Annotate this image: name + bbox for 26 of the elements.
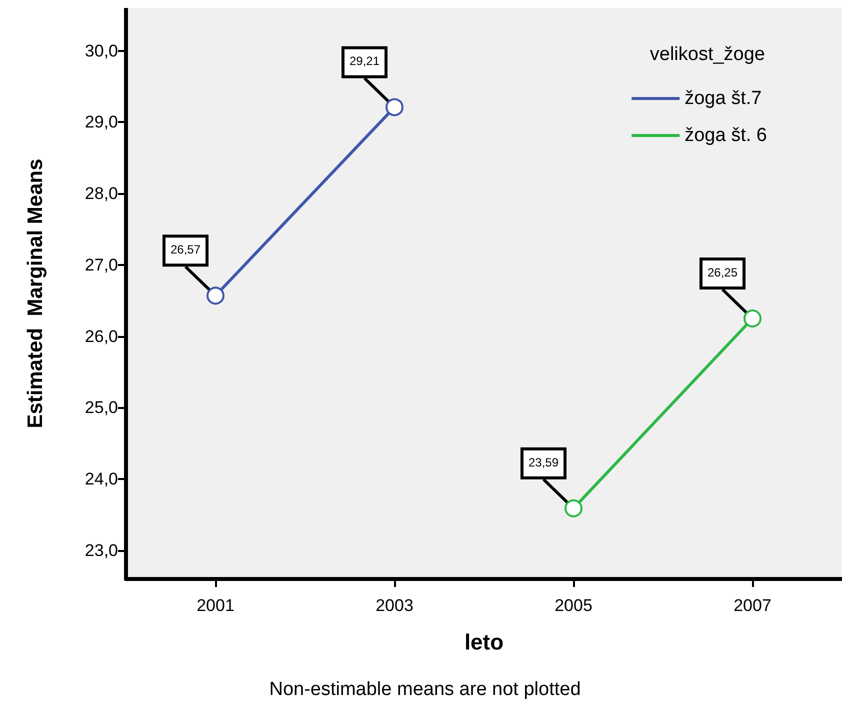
data-label: 23,59	[528, 455, 559, 470]
point	[206, 286, 224, 305]
y-tick-label: 26,0	[84, 326, 118, 346]
x-tick-label: 2001	[196, 596, 234, 615]
data-label: 26,57	[170, 242, 201, 257]
x-tick-label: 2007	[734, 596, 772, 615]
x-tick-label: 2005	[554, 596, 592, 615]
y-tick-label: 28,0	[84, 184, 118, 204]
data-label: 26,25	[707, 265, 738, 280]
point	[386, 98, 404, 116]
legend-title: velikost_žoge	[650, 44, 765, 65]
y-tick-label: 24,0	[84, 470, 118, 489]
x-tick-label: 2003	[376, 596, 414, 615]
y-tick-label: 25,0	[84, 398, 118, 418]
legend-label: žoga št. 6	[684, 125, 768, 146]
point	[564, 499, 582, 518]
data-label: 29,21	[349, 54, 380, 68]
x-axis-title: leto	[464, 630, 504, 654]
point	[744, 309, 762, 328]
y-tick-label: 27,0	[84, 255, 118, 274]
y-tick-label: 30,0	[84, 41, 118, 60]
y-tick-label: 29,0	[84, 112, 118, 132]
text: Non-estimable means are not plotted	[269, 679, 581, 700]
legend-label: žoga št.7	[684, 88, 762, 109]
y-tick-label: 23,0	[84, 540, 118, 560]
y-axis-title: Estimated Marginal Means	[24, 158, 47, 428]
